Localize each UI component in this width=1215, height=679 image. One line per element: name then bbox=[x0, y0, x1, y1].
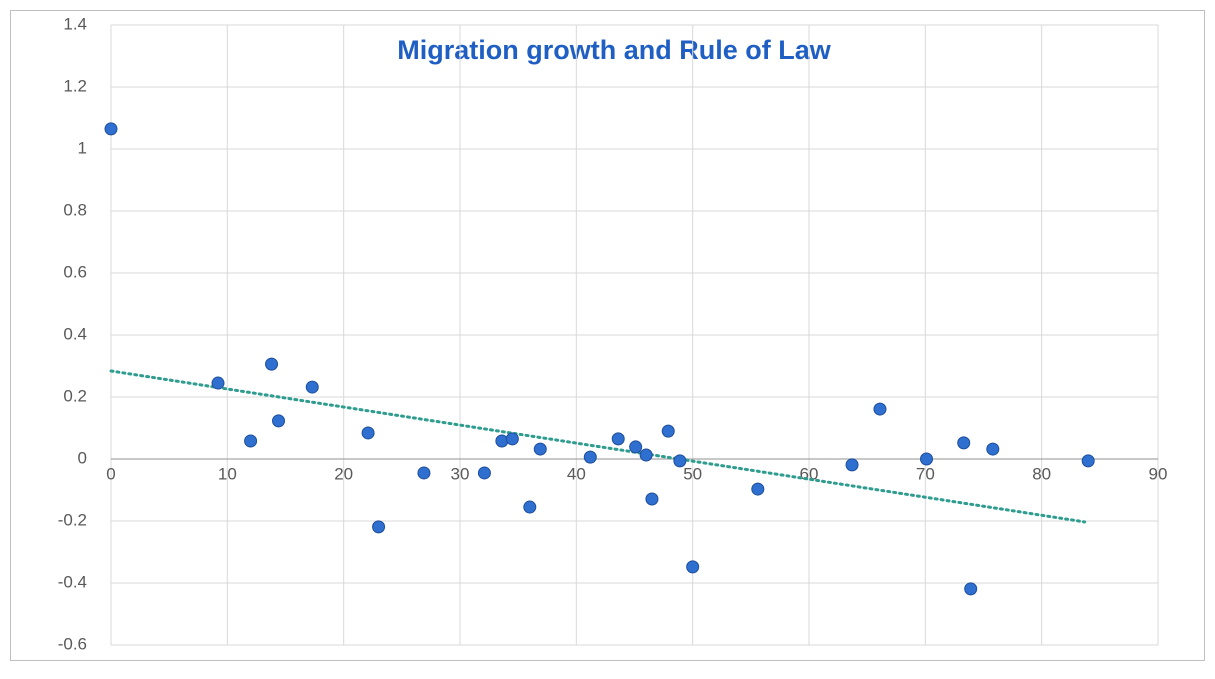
y-tick-label: 0 bbox=[78, 448, 87, 467]
scatter-point bbox=[477, 466, 491, 480]
x-tick-label: 10 bbox=[218, 464, 237, 483]
scatter-point bbox=[986, 442, 1000, 456]
x-tick-label: 30 bbox=[451, 464, 470, 483]
scatter-point bbox=[686, 560, 700, 574]
y-tick-label: 1.4 bbox=[63, 14, 87, 33]
x-tick-label: 80 bbox=[1032, 464, 1051, 483]
scatter-point bbox=[533, 442, 547, 456]
scatter-point bbox=[495, 434, 509, 448]
scatter-point bbox=[272, 414, 286, 428]
y-tick-label: 0.2 bbox=[63, 386, 87, 405]
scatter-point bbox=[523, 500, 537, 514]
scatter-point bbox=[873, 402, 887, 416]
scatter-point bbox=[1081, 454, 1095, 468]
scatter-point bbox=[639, 448, 653, 462]
chart-title: Migration growth and Rule of Law bbox=[397, 35, 831, 65]
y-tick-label: 0.8 bbox=[63, 200, 87, 219]
scatter-point bbox=[305, 380, 319, 394]
x-tick-label: 50 bbox=[683, 464, 702, 483]
y-tick-label: 0.6 bbox=[63, 262, 87, 281]
scatter-point bbox=[611, 432, 625, 446]
y-tick-label: -0.6 bbox=[58, 634, 87, 653]
scatter-point bbox=[505, 432, 519, 446]
scatter-point bbox=[629, 440, 643, 454]
y-tick-label: -0.4 bbox=[58, 572, 87, 591]
y-tick-label: 1.2 bbox=[63, 76, 87, 95]
scatter-point bbox=[964, 582, 978, 596]
y-tick-label: -0.2 bbox=[58, 510, 87, 529]
trendline bbox=[109, 369, 1087, 524]
scatter-point bbox=[417, 466, 431, 480]
scatter-point bbox=[661, 424, 675, 438]
scatter-point bbox=[583, 450, 597, 464]
scatter-point bbox=[244, 434, 258, 448]
scatter-point bbox=[645, 492, 659, 506]
scatter-point bbox=[919, 452, 933, 466]
scatter-point bbox=[751, 482, 765, 496]
x-tick-label: 0 bbox=[106, 464, 115, 483]
x-tick-label: 90 bbox=[1149, 464, 1168, 483]
scatter-point bbox=[673, 454, 687, 468]
scatter-point bbox=[211, 376, 225, 390]
y-tick-label: 0.4 bbox=[63, 324, 87, 343]
x-tick-label: 20 bbox=[334, 464, 353, 483]
scatter-point bbox=[957, 436, 971, 450]
y-tick-label: 1 bbox=[78, 138, 87, 157]
x-tick-label: 70 bbox=[916, 464, 935, 483]
x-tick-label: 40 bbox=[567, 464, 586, 483]
scatter-point bbox=[104, 122, 118, 136]
scatter-point bbox=[845, 458, 859, 472]
scatter-point bbox=[372, 520, 386, 534]
scatter-point bbox=[265, 357, 279, 371]
scatter-point bbox=[361, 426, 375, 440]
